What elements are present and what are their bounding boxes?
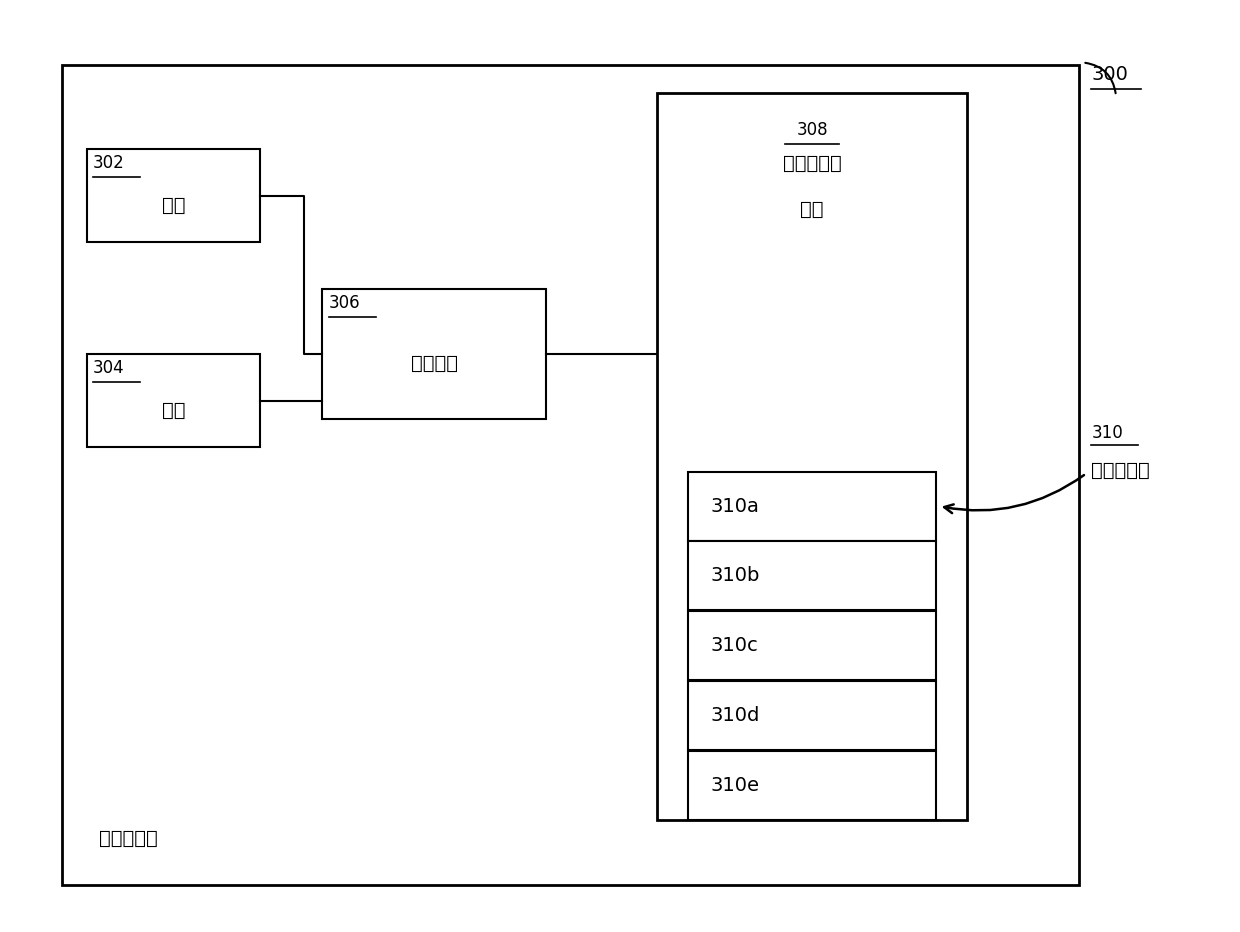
Text: 300: 300 xyxy=(1091,65,1128,84)
Text: 无线电基站: 无线电基站 xyxy=(99,829,157,848)
Text: 308: 308 xyxy=(796,121,828,139)
Bar xyxy=(87,149,260,242)
Text: 304: 304 xyxy=(93,359,125,377)
Bar xyxy=(688,751,936,820)
Bar xyxy=(688,541,936,610)
Bar xyxy=(322,289,546,419)
Text: 310e: 310e xyxy=(711,776,760,795)
Text: 输入: 输入 xyxy=(162,196,185,214)
Text: 310a: 310a xyxy=(711,497,759,515)
Text: 处理单元: 处理单元 xyxy=(410,354,458,373)
Text: 310: 310 xyxy=(1091,424,1123,442)
Bar xyxy=(657,93,967,820)
Text: 302: 302 xyxy=(93,154,125,171)
Text: 输出: 输出 xyxy=(162,401,185,419)
Bar xyxy=(87,354,260,447)
Text: 产品: 产品 xyxy=(801,200,823,219)
Text: 310c: 310c xyxy=(711,637,759,655)
Bar xyxy=(688,681,936,750)
Bar xyxy=(688,472,936,541)
Text: 310b: 310b xyxy=(711,567,760,585)
Text: 计算机程序: 计算机程序 xyxy=(1091,461,1149,480)
Text: 306: 306 xyxy=(329,294,361,311)
Bar xyxy=(62,65,1079,885)
Text: 计算机程序: 计算机程序 xyxy=(782,154,842,172)
Text: 310d: 310d xyxy=(711,706,760,725)
Bar xyxy=(688,611,936,680)
